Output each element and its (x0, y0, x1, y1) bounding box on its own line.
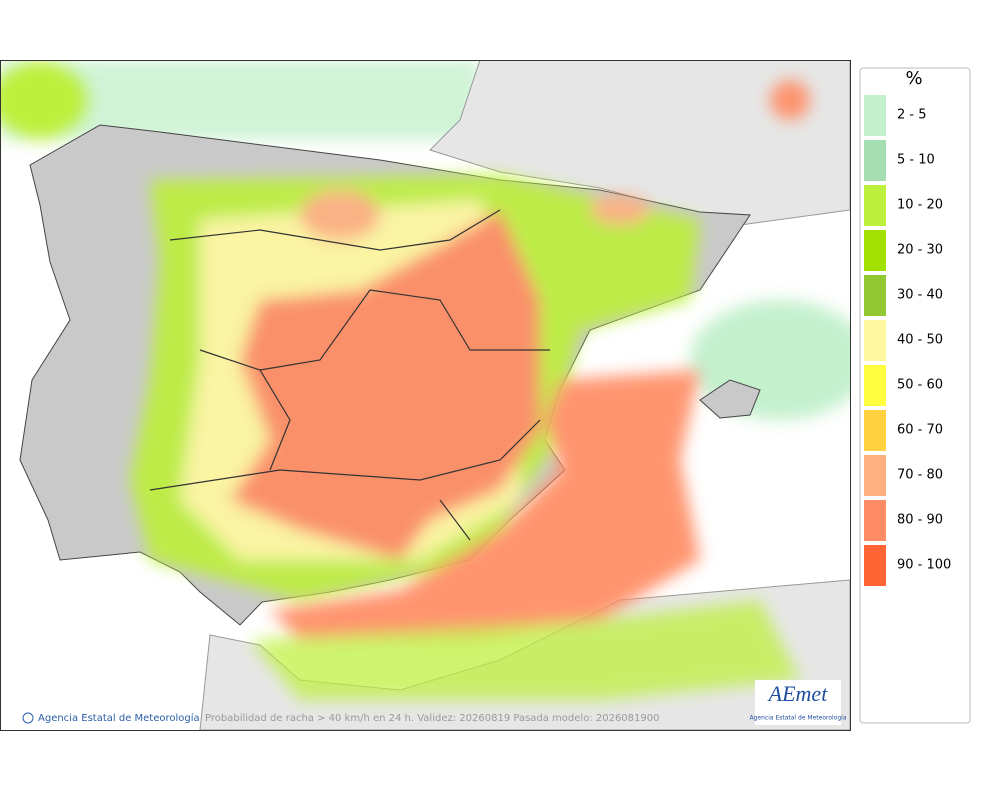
mallorca (699, 379, 761, 419)
legend-label: 40 - 50 (897, 333, 943, 348)
legend-label: 2 - 5 (897, 108, 927, 123)
legend-swatch (864, 320, 886, 361)
legend-swatch (864, 230, 886, 271)
legend-swatch (864, 500, 886, 541)
legend-title: % (905, 68, 922, 89)
legend-label: 20 - 30 (897, 243, 943, 258)
footer-agency: Agencia Estatal de Meteorología (38, 712, 200, 724)
legend-label: 50 - 60 (897, 378, 943, 393)
legend-swatch (864, 275, 886, 316)
logo-subtitle: Agencia Estatal de Meteorología (750, 715, 847, 722)
legend-label: 60 - 70 (897, 423, 943, 438)
legend-panel (859, 67, 971, 724)
legend-swatch (864, 545, 886, 586)
legend-swatch (864, 140, 886, 181)
legend-items: 2 - 5 5 - 10 10 - 20 20 - 30 30 - 40 40 - 50 5… (864, 95, 951, 586)
legend-swatch (864, 410, 886, 451)
legend-swatch (864, 365, 886, 406)
legend-label: 30 - 40 (897, 288, 943, 303)
copyright-icon (22, 712, 34, 724)
footer-description: Probabilidad de racha > 40 km/h en 24 h.… (205, 713, 659, 724)
legend-label: 90 - 100 (897, 558, 951, 573)
map-frame (0, 60, 851, 731)
map (0, 60, 850, 730)
probability-field (130, 80, 810, 700)
legend-label: 70 - 80 (897, 468, 943, 483)
legend-swatch (864, 185, 886, 226)
legend-label: 10 - 20 (897, 198, 943, 213)
logo-box (755, 680, 841, 725)
legend-label: 80 - 90 (897, 513, 943, 528)
legend-swatch (864, 95, 886, 136)
legend-swatch (864, 455, 886, 496)
logo-name: AEmet (767, 681, 829, 706)
legend-label: 5 - 10 (897, 153, 935, 168)
region-borders (149, 209, 550, 541)
